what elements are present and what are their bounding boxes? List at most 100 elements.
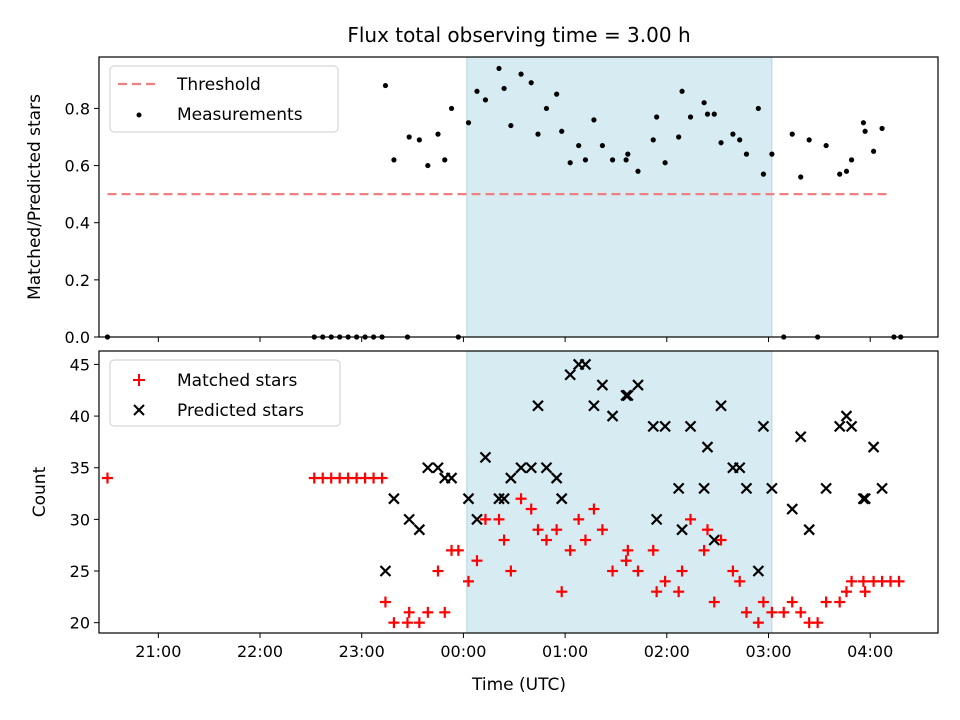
- measurement-point: [474, 88, 480, 94]
- predicted-star-point: [833, 420, 846, 433]
- predicted-star-point: [413, 523, 426, 536]
- matched-star-point: [439, 606, 451, 618]
- measurement-point: [650, 137, 656, 143]
- measurement-point: [535, 131, 541, 137]
- predicted-star-point: [752, 565, 765, 577]
- matched-star-point: [579, 534, 591, 546]
- predicted-star-point: [498, 492, 510, 505]
- measurement-point: [482, 97, 489, 103]
- matched-star-point: [551, 524, 563, 536]
- predicted-star-point: [857, 492, 870, 505]
- measurement-point: [654, 114, 660, 120]
- predicted-star-point: [867, 441, 880, 453]
- predicted-star-point: [550, 472, 563, 484]
- matched-star-point: [573, 513, 585, 525]
- legend-top: Threshold Measurements: [109, 65, 339, 133]
- matched-star-point: [795, 606, 807, 618]
- measurement-point: [559, 128, 565, 134]
- matched-star-point: [727, 565, 739, 577]
- predicted-star-point: [532, 399, 544, 412]
- y-tick-label: 0.6: [65, 157, 90, 176]
- predicted-star-point: [422, 461, 434, 474]
- measurement-point: [879, 125, 885, 132]
- measurement-point: [625, 151, 631, 157]
- predicted-star-point: [672, 482, 685, 495]
- predicted-star-point: [379, 565, 392, 577]
- measurement-point: [743, 151, 750, 157]
- matched-star-point: [840, 586, 852, 598]
- matched-star-point: [388, 617, 400, 629]
- measurement-point: [848, 157, 855, 163]
- measurement-point: [704, 111, 711, 117]
- matched-star-point: [532, 524, 544, 536]
- measurement-point: [501, 85, 507, 92]
- matched-star-point: [659, 575, 671, 587]
- measurement-point: [769, 151, 775, 157]
- y-axis-ticks-bottom: 20 25 30 35 40 45: [70, 355, 99, 633]
- measurement-point: [823, 142, 829, 149]
- matched-stars-points: [101, 472, 905, 629]
- measurement-point: [676, 134, 682, 140]
- legend-predicted-label: Predicted stars: [177, 401, 304, 421]
- x-tick-label: 03:00: [745, 642, 791, 661]
- measurement-point: [496, 65, 502, 72]
- matched-star-point: [632, 565, 644, 577]
- legend-matched-label: Matched stars: [177, 371, 297, 391]
- measurement-point: [609, 157, 616, 163]
- predicted-star-point: [588, 399, 600, 412]
- predicted-star-point: [803, 523, 815, 536]
- y-tick-label: 40: [70, 407, 90, 426]
- legend-bottom: Matched stars Predicted stars: [109, 359, 341, 427]
- matched-star-point: [596, 524, 608, 536]
- predicted-star-point: [403, 513, 415, 526]
- plot-frame-top: [98, 56, 939, 338]
- measurement-point: [591, 117, 597, 123]
- matched-star-point: [647, 544, 659, 556]
- legend-predicted-swatch: [133, 404, 145, 416]
- predicted-star-point: [820, 482, 832, 495]
- measurement-point: [465, 120, 472, 126]
- predicted-star-point: [445, 472, 458, 484]
- measurement-point: [711, 111, 717, 117]
- matched-star-point: [708, 596, 720, 608]
- y-axis-label-bottom: Count: [30, 466, 50, 517]
- x-tick-label: 23:00: [339, 642, 385, 661]
- measurement-point: [870, 148, 877, 154]
- measurement-point: [623, 157, 629, 163]
- measurement-point: [701, 100, 707, 106]
- matched-star-point: [515, 493, 527, 505]
- predicted-star-point: [733, 461, 746, 474]
- measurement-point: [442, 157, 448, 163]
- x-tick-label: 21:00: [135, 642, 181, 661]
- predicted-stars-points: [379, 358, 888, 577]
- measurement-point: [635, 168, 641, 174]
- matched-star-point: [505, 565, 517, 577]
- measurement-point: [679, 88, 685, 94]
- plot-frame-bottom: [98, 350, 939, 634]
- predicted-star-point: [596, 379, 609, 391]
- y-tick-label: 0.2: [65, 271, 90, 290]
- measurement-point: [518, 71, 524, 77]
- matched-star-point: [401, 617, 413, 629]
- measurement-point: [391, 157, 397, 163]
- y-axis-label-top: Matched/Predicted stars: [25, 94, 45, 300]
- measurement-point: [862, 128, 868, 134]
- legend-box-top: [109, 65, 339, 133]
- matched-star-point: [715, 534, 727, 546]
- legend-measurements-swatch: [136, 112, 142, 118]
- matched-star-point: [620, 555, 632, 567]
- measurement-point: [755, 105, 761, 112]
- matched-star-point: [540, 534, 552, 546]
- predicted-star-point: [684, 420, 697, 433]
- predicted-star-point: [859, 492, 871, 505]
- predicted-star-point: [698, 482, 710, 495]
- predicted-star-point: [471, 513, 483, 526]
- x-axis-ticks-top: [157, 337, 871, 342]
- measurement-point: [416, 137, 422, 143]
- matched-star-point: [432, 565, 444, 577]
- predicted-star-point: [715, 399, 727, 412]
- matched-star-point: [498, 534, 510, 546]
- x-tick-label: 04:00: [847, 642, 893, 661]
- predicted-star-point: [620, 389, 632, 402]
- y-tick-label: 20: [70, 614, 90, 633]
